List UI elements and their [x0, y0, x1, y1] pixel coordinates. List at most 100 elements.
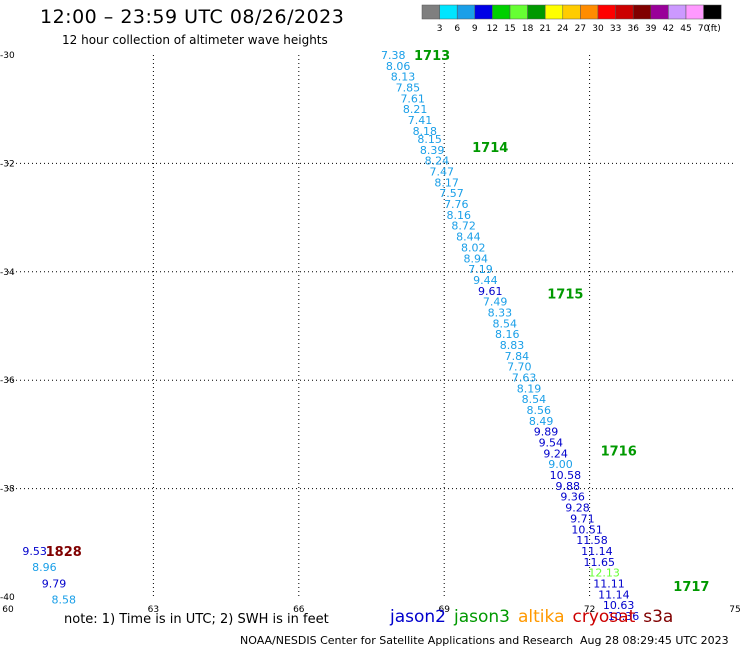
wave-height-label: 9.89 — [534, 426, 559, 439]
legend-tick-label: 18 — [522, 24, 534, 34]
wave-height-label: 7.70 — [507, 361, 532, 374]
footer-timestamp: Aug 28 08:29:45 UTC 2023 — [580, 634, 729, 647]
satellite-legend-entry: jason2 — [390, 607, 446, 627]
wave-height-label: 9.88 — [556, 480, 581, 493]
wave-height-label: 11.58 — [576, 534, 608, 547]
chart-title: 12:00 – 23:59 UTC 08/26/2023 — [40, 6, 345, 28]
pass-time-label: 1717 — [673, 580, 709, 595]
wave-height-label: 8.18 — [413, 125, 438, 138]
wave-height-label: 8.83 — [500, 339, 525, 352]
wave-height-label: 7.76 — [444, 198, 469, 211]
wave-height-label: 7.57 — [439, 187, 464, 200]
wave-height-label: 12.13 — [588, 567, 620, 580]
x-tick-label: 66 — [293, 605, 305, 615]
wave-height-label: 10.36 — [608, 610, 640, 623]
pass-time-label: 1713 — [414, 49, 450, 64]
legend-tick-label: 30 — [592, 24, 604, 34]
wave-height-label: 7.47 — [430, 166, 455, 179]
wave-height-label: 8.58 — [51, 594, 76, 607]
legend-tick-label: 9 — [472, 24, 478, 34]
wave-height-label: 11.65 — [584, 556, 616, 569]
legend-tick-label: 15 — [504, 24, 515, 34]
wave-height-label: 9.24 — [543, 447, 568, 460]
y-tick-label: -36 — [0, 376, 15, 386]
legend-tick-label: 12 — [487, 24, 498, 34]
pass-time-label: 1828 — [46, 545, 82, 560]
legend-tick-label: 70 — [698, 24, 710, 34]
wave-height-label: 9.61 — [478, 285, 503, 298]
wave-height-label: 9.53 — [22, 545, 47, 558]
satellite-legend-entry: jason3 — [454, 607, 510, 627]
wave-height-label: 8.72 — [451, 220, 476, 233]
wave-height-label: 10.58 — [550, 469, 582, 482]
wave-height-label: 9.54 — [539, 437, 564, 450]
satellite-legend-entry: s3a — [643, 607, 674, 627]
wave-height-label: 8.06 — [386, 60, 411, 73]
wave-height-label: 10.63 — [603, 599, 635, 612]
wave-height-label: 8.49 — [529, 415, 554, 428]
legend-tick-label: 6 — [454, 24, 460, 34]
wave-height-label: 11.14 — [581, 545, 613, 558]
wave-height-label: 7.85 — [396, 82, 421, 95]
satellite-legend-entry: altika — [518, 607, 565, 627]
legend-tick-label: 45 — [680, 24, 691, 34]
legend-tick-label: 24 — [557, 24, 569, 34]
wave-height-label: 11.14 — [598, 588, 630, 601]
wave-height-label: 8.02 — [461, 241, 486, 254]
wave-height-label: 8.54 — [522, 393, 547, 406]
legend-tick-label: 27 — [575, 24, 586, 34]
wave-height-label: 8.21 — [403, 103, 428, 116]
wave-height-label: 9.71 — [570, 512, 595, 525]
y-tick-label: -40 — [0, 593, 15, 603]
legend-tick-label: 39 — [645, 24, 657, 34]
x-tick-label: 72 — [584, 605, 595, 615]
wave-height-label: 8.54 — [493, 317, 518, 330]
legend-swatch — [703, 4, 722, 20]
wave-height-label: 8.94 — [463, 252, 488, 265]
wave-height-label: 7.38 — [381, 49, 406, 62]
legend-tick-label: 33 — [610, 24, 621, 34]
legend-unit-label: (ft) — [707, 24, 721, 34]
color-scale-legend: 3 6 9 12 15 18 21 24 27 30 33 36 39 42 45 70(ft) — [421, 4, 722, 34]
pass-time-label: 1715 — [547, 287, 583, 302]
x-tick-label: 63 — [148, 605, 159, 615]
wave-height-label: 8.33 — [488, 306, 513, 319]
x-tick-label: 69 — [438, 605, 450, 615]
wave-height-label: 8.56 — [526, 404, 551, 417]
y-tick-label: -30 — [0, 51, 15, 61]
wave-height-label: 9.28 — [565, 502, 590, 515]
x-tick-label: 60 — [2, 605, 14, 615]
footer-note: note: 1) Time is in UTC; 2) SWH is in fe… — [64, 612, 329, 627]
pass-time-label: 1714 — [472, 141, 508, 156]
x-tick-label: 75 — [729, 605, 740, 615]
satellite-legend-entry: cryosat — [572, 607, 636, 627]
y-tick-label: -38 — [0, 485, 15, 495]
wave-height-label: 9.44 — [473, 274, 498, 287]
wave-height-label: 8.16 — [495, 328, 520, 341]
wave-height-label: 7.19 — [468, 263, 493, 276]
wave-height-label: 8.24 — [425, 155, 450, 168]
footer-credit: NOAA/NESDIS Center for Satellite Applica… — [240, 634, 574, 647]
wave-height-label: 10.51 — [571, 523, 603, 536]
y-tick-label: -34 — [0, 268, 15, 278]
legend-tick-label: 36 — [627, 24, 639, 34]
satellite-legend: jason2 jason3 altika cryosat s3a — [390, 607, 681, 627]
y-tick-label: -32 — [0, 159, 15, 169]
wave-height-label: 8.17 — [434, 176, 459, 189]
wave-height-label: 8.15 — [417, 133, 442, 146]
chart-subtitle: 12 hour collection of altimeter wave hei… — [62, 33, 328, 47]
wave-height-label: 8.39 — [420, 144, 445, 157]
wave-height-label: 8.44 — [456, 231, 481, 244]
wave-height-label: 7.49 — [483, 296, 508, 309]
wave-height-label: 7.63 — [512, 371, 537, 384]
wave-height-label: 8.13 — [391, 71, 416, 84]
wave-height-label: 7.41 — [408, 114, 433, 127]
legend-tick-label: 42 — [663, 24, 674, 34]
wave-height-label: 8.96 — [32, 561, 57, 574]
wave-height-label: 7.61 — [400, 92, 425, 105]
wave-height-label: 8.16 — [446, 209, 471, 222]
wave-height-label: 9.79 — [42, 577, 67, 590]
wave-height-label: 9.36 — [560, 491, 585, 504]
pass-time-label: 1716 — [601, 445, 637, 460]
